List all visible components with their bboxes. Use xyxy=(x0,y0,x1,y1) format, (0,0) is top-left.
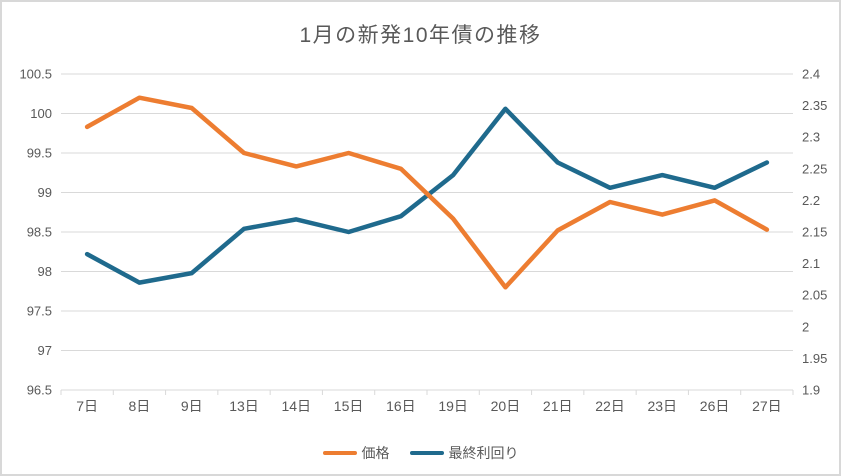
right-axis-tick-label: 1.9 xyxy=(802,383,820,398)
legend-item-price: 価格 xyxy=(322,443,390,463)
right-axis-tick-label: 2.4 xyxy=(802,67,820,82)
right-axis-tick-label: 2.25 xyxy=(802,161,827,176)
left-axis-tick-label: 99.5 xyxy=(27,146,52,161)
x-axis-category-label: 7日 xyxy=(76,398,98,414)
left-axis-tick-label: 98 xyxy=(38,264,52,279)
left-axis-tick-label: 96.5 xyxy=(27,383,52,398)
x-axis-category-label: 27日 xyxy=(752,398,782,414)
price-series-line xyxy=(84,95,770,290)
x-axis-category-label: 20日 xyxy=(491,398,521,414)
right-axis-tick-label: 2.35 xyxy=(802,98,827,113)
left-axis-tick-label: 100 xyxy=(30,106,52,121)
x-axis-category-label: 9日 xyxy=(181,398,203,414)
left-axis-tick-label: 97 xyxy=(38,343,52,358)
right-axis-tick-label: 2.15 xyxy=(802,225,827,240)
right-axis-tick-label: 2.3 xyxy=(802,130,820,145)
left-axis-tick-label: 99 xyxy=(38,185,52,200)
x-axis-category-label: 15日 xyxy=(334,398,364,414)
x-axis-category-label: 14日 xyxy=(281,398,311,414)
x-axis-category-label: 26日 xyxy=(700,398,730,414)
yield-line-swatch xyxy=(409,450,444,456)
x-axis-category-label: 21日 xyxy=(543,398,573,414)
right-axis-tick-label: 2 xyxy=(802,319,809,334)
right-axis-tick-label: 2.2 xyxy=(802,193,820,208)
legend-item-yield: 最終利回り xyxy=(409,443,519,463)
x-axis-category-label: 22日 xyxy=(595,398,625,414)
legend-label-price: 価格 xyxy=(361,445,390,461)
right-axis-tick-label: 1.95 xyxy=(802,351,827,366)
legend-label-yield: 最終利回り xyxy=(448,445,519,461)
chart-title: 1月の新発10年債の推移 xyxy=(299,24,542,47)
price-line-swatch xyxy=(322,450,357,456)
x-axis-category-label: 23日 xyxy=(647,398,677,414)
left-axis-tick-label: 98.5 xyxy=(27,225,52,240)
right-axis-tick-label: 2.1 xyxy=(802,256,820,271)
x-axis-category-label: 16日 xyxy=(386,398,416,414)
left-axis-tick-label: 100.5 xyxy=(19,67,52,82)
chart-legend: 価格 最終利回り xyxy=(2,443,839,463)
right-axis-tick-label: 2.05 xyxy=(802,288,827,303)
x-axis-category-label: 8日 xyxy=(129,398,151,414)
left-axis-tick-label: 97.5 xyxy=(27,304,52,319)
x-axis-category-label: 19日 xyxy=(438,398,468,414)
x-axis-category-label: 13日 xyxy=(229,398,259,414)
